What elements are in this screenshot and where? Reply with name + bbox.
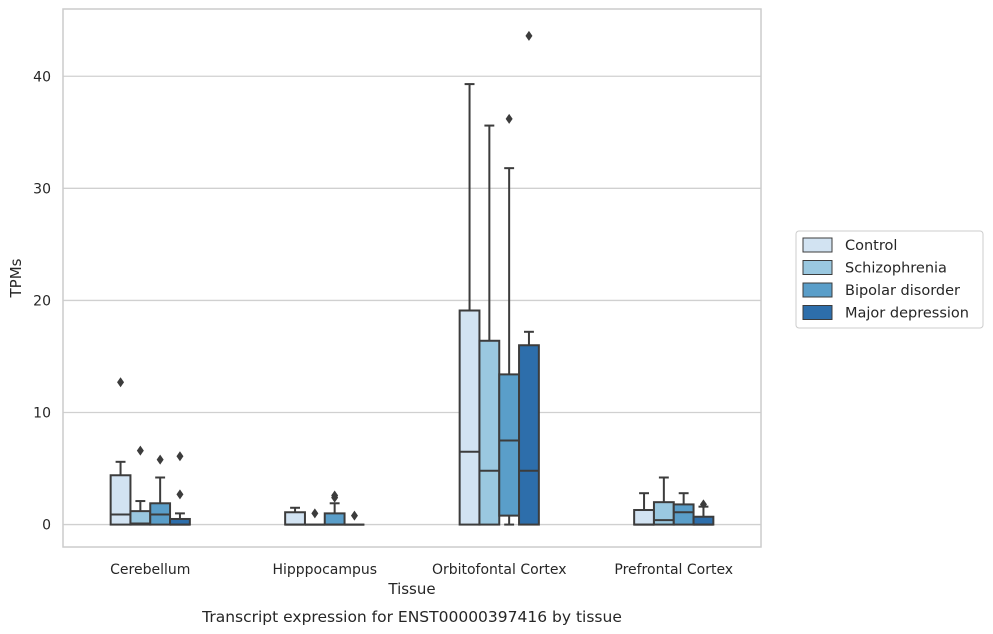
legend: Control Schizophrenia Bipolar disorder Majo… (795, 230, 984, 329)
box-body (323, 512, 346, 526)
y-tick-label: 20 (33, 293, 51, 309)
outlier-point (699, 499, 707, 510)
y-tick-label: 30 (33, 181, 51, 197)
box (458, 83, 481, 526)
box (692, 499, 715, 526)
box (498, 113, 521, 526)
box (652, 476, 675, 526)
outlier-point (311, 508, 319, 519)
box (109, 377, 132, 526)
box (129, 445, 152, 526)
x-axis-ticks: Cerebellum Hipppocampus Orbitofontal Corte… (110, 562, 733, 578)
y-tick-label: 0 (42, 518, 51, 534)
legend-swatch (802, 305, 833, 320)
legend-entry: Schizophrenia (845, 261, 947, 277)
legend-entry: Major depression (845, 306, 969, 322)
y-tick-label: 40 (33, 69, 51, 85)
gridlines (63, 75, 761, 526)
box-body (518, 344, 540, 526)
outlier-point (176, 489, 184, 500)
box-body (458, 309, 481, 526)
box (304, 508, 325, 526)
box-body (672, 503, 695, 526)
y-tick-label: 10 (33, 406, 51, 422)
box (518, 30, 540, 526)
outlier-point (350, 510, 358, 521)
outlier-point (136, 445, 144, 456)
box-body (692, 515, 715, 526)
legend-entry: Bipolar disorder (845, 283, 960, 299)
box-body (109, 474, 132, 526)
legend-swatch (802, 260, 833, 275)
box-body (498, 373, 521, 517)
box (672, 492, 695, 526)
box (284, 506, 306, 526)
y-axis-label: TPMs (7, 258, 25, 298)
box (344, 510, 365, 526)
outlier-point (176, 451, 184, 462)
box-series (109, 30, 715, 526)
x-tick-label: Cerebellum (110, 562, 190, 578)
x-tick-label: Orbitofontal Cortex (432, 562, 567, 578)
box (323, 490, 346, 526)
legend-swatch (802, 237, 833, 253)
outlier-point (117, 377, 125, 388)
legend-frame (795, 230, 984, 329)
box (633, 492, 655, 526)
box (169, 451, 191, 526)
box-body (633, 509, 655, 526)
box-body (478, 339, 501, 526)
y-axis-ticks: 0 10 20 30 40 (33, 69, 51, 533)
box (149, 454, 172, 526)
outlier-point (331, 490, 339, 501)
legend-swatch (802, 282, 833, 298)
outlier-point (156, 454, 164, 465)
outlier-point (505, 113, 513, 124)
legend-entry: Control (845, 238, 897, 254)
chart-caption: Transcript expression for ENST0000039741… (201, 608, 622, 626)
x-tick-label: Hipppocampus (272, 562, 377, 578)
box (478, 124, 501, 526)
plot-area-frame (62, 8, 762, 548)
x-tick-label: Prefrontal Cortex (614, 562, 733, 578)
box-body (652, 501, 675, 526)
x-axis-label: Tissue (387, 580, 435, 598)
outlier-point (525, 30, 533, 41)
box-body (284, 511, 306, 526)
